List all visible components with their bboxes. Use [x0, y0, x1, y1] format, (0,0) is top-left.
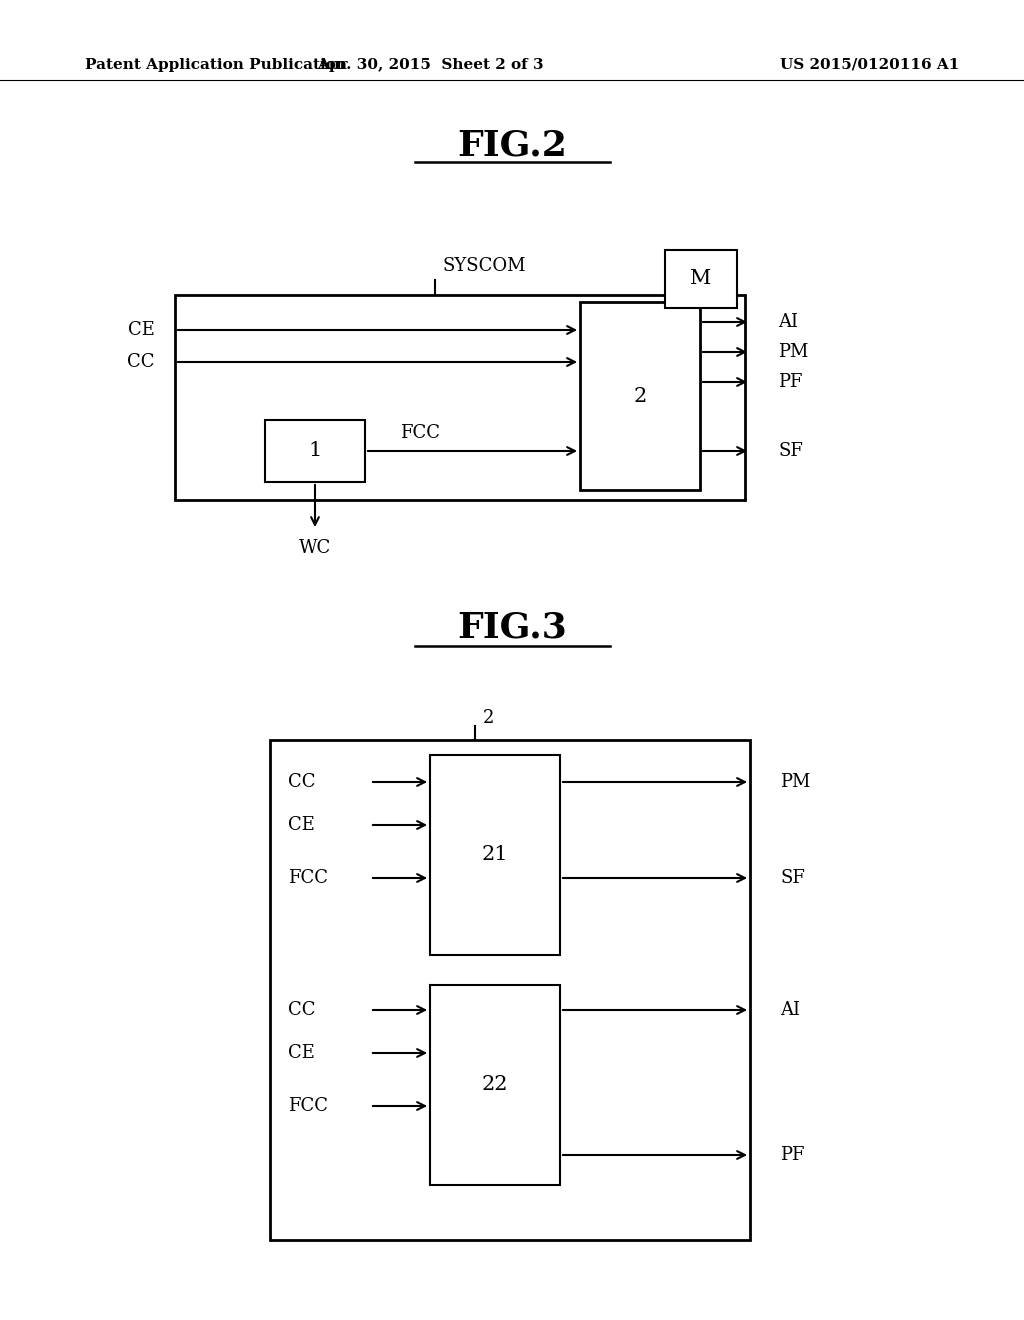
Text: SYSCOM: SYSCOM	[443, 257, 526, 275]
Bar	[665, 249, 737, 308]
Text: 21: 21	[481, 846, 508, 865]
Text: CC: CC	[288, 1001, 315, 1019]
Text: CC: CC	[288, 774, 315, 791]
Text: FCC: FCC	[400, 424, 440, 442]
Text: FCC: FCC	[288, 1097, 328, 1115]
Bar	[270, 741, 750, 1239]
Text: SF: SF	[780, 869, 805, 887]
Bar	[430, 985, 560, 1185]
Text: PF: PF	[778, 374, 803, 391]
Bar	[175, 294, 745, 500]
Text: FIG.3: FIG.3	[457, 611, 567, 645]
Bar	[580, 302, 700, 490]
Text: Patent Application Publication: Patent Application Publication	[85, 58, 347, 73]
Text: US 2015/0120116 A1: US 2015/0120116 A1	[780, 58, 959, 73]
Text: 2: 2	[483, 709, 495, 727]
Text: 1: 1	[308, 441, 322, 461]
Text: PM: PM	[780, 774, 810, 791]
Text: CE: CE	[288, 816, 314, 834]
Text: Apr. 30, 2015  Sheet 2 of 3: Apr. 30, 2015 Sheet 2 of 3	[316, 58, 544, 73]
Text: PF: PF	[780, 1146, 805, 1164]
Text: FCC: FCC	[288, 869, 328, 887]
Text: FIG.2: FIG.2	[457, 128, 567, 162]
Text: AI: AI	[778, 313, 798, 331]
Text: WC: WC	[299, 539, 331, 557]
Text: AI: AI	[780, 1001, 800, 1019]
Text: SF: SF	[778, 442, 803, 459]
Text: CE: CE	[128, 321, 155, 339]
Bar	[430, 755, 560, 954]
Text: M: M	[690, 269, 712, 289]
Text: PM: PM	[778, 343, 808, 360]
Text: CC: CC	[128, 352, 155, 371]
Text: 2: 2	[634, 387, 646, 405]
Text: 22: 22	[481, 1076, 508, 1094]
Bar	[265, 420, 365, 482]
Text: CE: CE	[288, 1044, 314, 1063]
